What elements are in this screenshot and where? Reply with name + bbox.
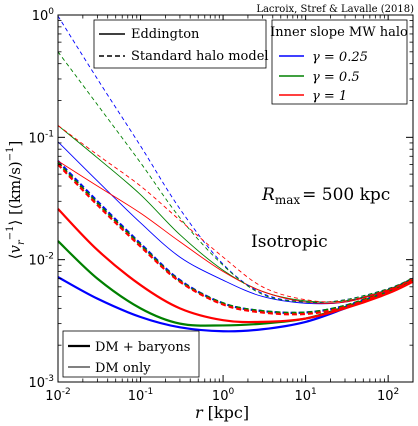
legend-label-gamma-025: γ = 0.25 <box>312 50 368 65</box>
series-line-1 <box>57 240 414 327</box>
x-axis-label: r [kpc] <box>195 403 249 422</box>
svg-text:Rmax= 500 kpc: Rmax = 500 kpc <box>261 185 390 207</box>
y-tick-label-1: 10-2 <box>28 252 54 269</box>
annotation-rmax: Rmax = 500 kpc <box>261 185 390 207</box>
legend-mass: DM + baryons DM only <box>62 330 200 378</box>
y-tick-label-3: 100 <box>32 7 55 24</box>
y-tick-label-0: 10-3 <box>28 374 54 391</box>
legend-gamma-title: Inner slope MW halo <box>270 25 408 40</box>
series-line-6 <box>57 141 414 305</box>
series-line-2 <box>57 208 414 324</box>
legend-label-shm: Standard halo model <box>131 49 269 64</box>
chart-credit: Lacroix, Stref & Lavalle (2018) <box>256 4 414 15</box>
y-tick-label-2: 10-1 <box>28 129 54 146</box>
legend-gamma: Inner slope MW halo γ = 0.25 γ = 0.5 γ =… <box>270 19 408 105</box>
plot-frame <box>57 14 414 383</box>
legend-label-gamma-1: γ = 1 <box>312 89 347 104</box>
series-line-10 <box>57 51 414 303</box>
x-tick-label-3: 101 <box>294 387 316 404</box>
x-tick-label-4: 102 <box>377 387 399 404</box>
x-tick-label-2: 100 <box>212 387 235 404</box>
series-line-3 <box>57 160 414 314</box>
legend-label-eddington: Eddington <box>131 27 200 42</box>
x-tick-label-1: 10-1 <box>128 387 154 404</box>
legend-label-dm-only: DM only <box>95 361 151 376</box>
y-axis-label: ⟨vr−1⟩ [(km/s)−1] <box>5 141 27 260</box>
svg-text:r [kpc]: r [kpc] <box>195 403 249 422</box>
annotation-model: Isotropic <box>251 232 328 252</box>
legend-method: Eddington Standard halo model <box>93 19 269 69</box>
x-tick-label-0: 10-2 <box>45 387 71 404</box>
legend-label-gamma-05: γ = 0.5 <box>312 70 360 85</box>
legend-label-dm-baryons: DM + baryons <box>95 340 190 355</box>
series-layer <box>57 15 414 333</box>
svg-text:⟨vr−1⟩ [(km/s)−1]: ⟨vr−1⟩ [(km/s)−1] <box>5 141 27 260</box>
